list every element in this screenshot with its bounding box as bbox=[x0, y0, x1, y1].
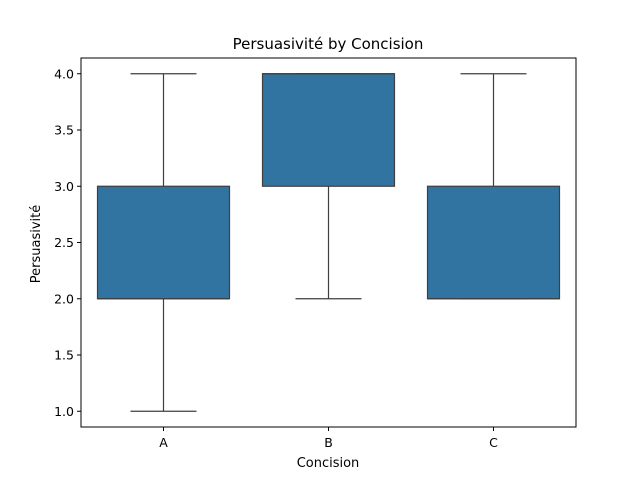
x-axis-label: Concision bbox=[297, 456, 360, 471]
y-tick-label: 3.0 bbox=[54, 179, 74, 194]
plot-area-frame bbox=[80, 57, 577, 428]
y-tick-label: 3.5 bbox=[54, 123, 74, 138]
y-tick-label: 2.5 bbox=[54, 235, 74, 250]
x-tick-label: B bbox=[324, 435, 333, 450]
boxes-layer bbox=[96, 73, 561, 412]
chart-title: Persuasivité by Concision bbox=[233, 35, 424, 53]
x-tick-label: A bbox=[159, 435, 168, 450]
x-axis-ticks: A B C bbox=[159, 427, 498, 450]
y-tick-label: 1.5 bbox=[54, 348, 74, 363]
y-axis-ticks: 1.0 1.5 2.0 2.5 3.0 3.5 4.0 bbox=[54, 66, 81, 419]
x-tick-label: C bbox=[489, 435, 498, 450]
iqr-box bbox=[426, 185, 561, 300]
box-A bbox=[96, 73, 231, 412]
box-B bbox=[261, 73, 396, 300]
y-tick-label: 1.0 bbox=[54, 404, 74, 419]
y-axis-label: Persuasivité bbox=[29, 205, 44, 283]
iqr-box bbox=[96, 185, 231, 300]
iqr-box bbox=[261, 73, 396, 187]
box-C bbox=[426, 73, 561, 300]
y-tick-label: 2.0 bbox=[54, 291, 74, 306]
y-tick-label: 4.0 bbox=[54, 66, 74, 81]
